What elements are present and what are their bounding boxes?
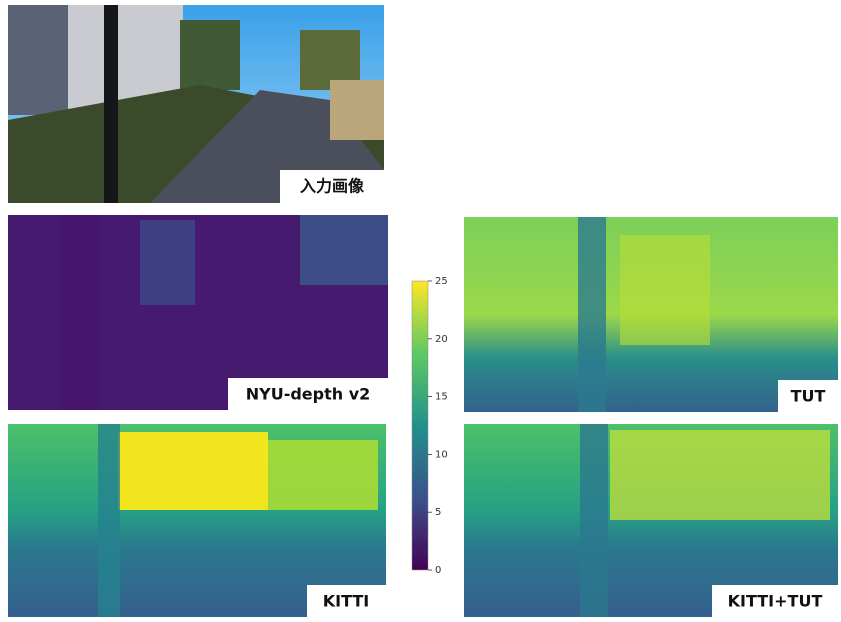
panel-label: 入力画像	[300, 177, 365, 196]
page: 入力画像 NYU-depth v2 TUT KITTI KITTI+TUT 0 5…	[0, 0, 841, 622]
colorbar-tick-label: 0	[435, 565, 441, 576]
colorbar-tick-label: 25	[435, 276, 448, 287]
colorbar-tick-label: 10	[435, 449, 448, 460]
figure: 入力画像 NYU-depth v2 TUT KITTI KITTI+TUT 0 5…	[0, 0, 841, 622]
colorbar-tick-label: 5	[435, 507, 441, 518]
panel-label: KITTI+TUT	[728, 592, 823, 611]
colorbar-tick-label: 15	[435, 392, 448, 403]
panel-label: KITTI	[323, 592, 370, 611]
panel-label: TUT	[791, 387, 826, 406]
colorbar	[412, 281, 428, 570]
colorbar-tick-label: 20	[435, 334, 448, 345]
panel-label: NYU-depth v2	[246, 385, 371, 404]
